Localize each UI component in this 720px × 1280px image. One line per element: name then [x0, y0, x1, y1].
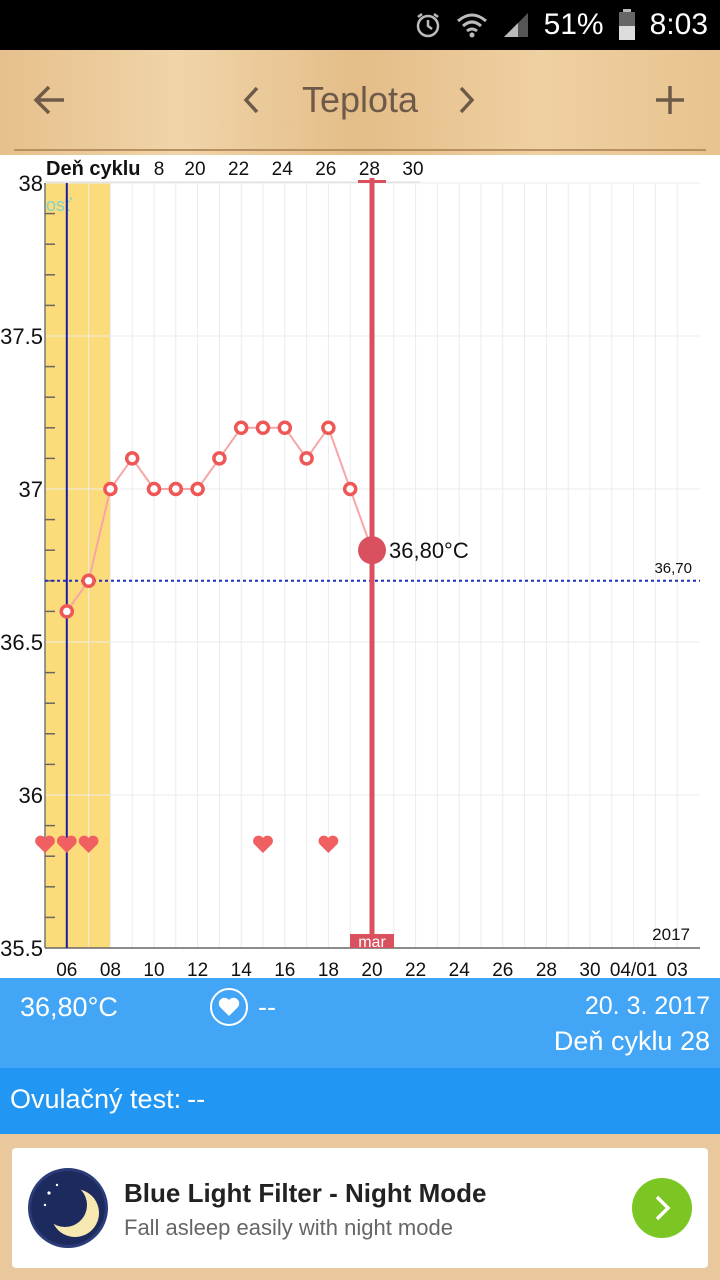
- heart-icon: [56, 835, 77, 853]
- cycle-day-tick: 8: [154, 159, 165, 180]
- toolbar-divider: [14, 149, 706, 151]
- battery-percent: 51%: [543, 8, 604, 41]
- battery-icon: [618, 9, 636, 41]
- cycle-day-tick: 22: [228, 159, 249, 180]
- x-tick-label: 03: [667, 960, 688, 978]
- cover-line-label: 36,70: [654, 560, 692, 577]
- x-tick-label: 24: [449, 960, 471, 978]
- selected-temperature: 36,80°C: [20, 992, 118, 1022]
- app-toolbar: Teplota: [0, 50, 720, 155]
- chevron-right-icon: [459, 86, 475, 114]
- fertile-window-band: [45, 183, 111, 948]
- plus-icon: [656, 86, 684, 114]
- temperature-point[interactable]: [146, 481, 162, 497]
- temperature-point[interactable]: [103, 481, 118, 497]
- x-tick-label: 26: [492, 960, 513, 978]
- ovulation-test-value: --: [187, 1084, 206, 1114]
- day-info-panel: 36,80°C -- 20. 3. 2017 Deň cyklu 28: [0, 978, 720, 1068]
- y-tick-label: 35.5: [0, 936, 43, 961]
- x-tick-label: 20: [361, 960, 382, 978]
- selected-date: 20. 3. 2017: [584, 992, 710, 1020]
- ad-subtitle: Fall asleep easily with night mode: [124, 1215, 453, 1240]
- x-tick-label: 22: [405, 960, 426, 978]
- cycle-day-tick: 24: [272, 159, 294, 180]
- heart-icon: [35, 835, 55, 853]
- y-tick-label: 37.5: [0, 324, 43, 349]
- temperature-chart[interactable]: 38 37.5 37 36.5 36 35.5 06 08 10 12 14 16 18 20 22 24 26…: [0, 155, 720, 978]
- heart-icon: [218, 997, 240, 1016]
- back-button[interactable]: [20, 50, 80, 150]
- x-tick-label: 08: [100, 960, 121, 978]
- cycle-day-tick: 20: [184, 159, 205, 180]
- cycle-day-axis-label: Deň cyklu: [46, 158, 140, 180]
- chevron-right-icon: [655, 1195, 671, 1221]
- top-axis-strip: [45, 155, 420, 182]
- temperature-point[interactable]: [233, 420, 249, 436]
- x-tick-label: 06: [56, 960, 77, 978]
- y-tick-label: 38: [19, 171, 43, 196]
- selected-top-marker: [358, 180, 386, 183]
- heart-icon: [318, 835, 339, 853]
- temperature-point[interactable]: [277, 420, 293, 436]
- ovulation-test-row[interactable]: Ovulačný test: --: [0, 1068, 720, 1134]
- chevron-left-icon: [243, 86, 259, 114]
- signal-icon: [502, 11, 530, 39]
- temperature-point[interactable]: [59, 604, 75, 619]
- temperature-point[interactable]: [255, 420, 271, 436]
- x-tick-label: 12: [187, 960, 208, 978]
- moon-icon: [28, 1168, 108, 1248]
- temperature-point[interactable]: [321, 420, 336, 436]
- temperature-point[interactable]: [190, 481, 205, 497]
- x-tick-label: 10: [143, 960, 164, 978]
- temperature-point[interactable]: [124, 451, 140, 466]
- cycle-day-tick: 28: [359, 159, 380, 180]
- month-tag: [350, 934, 394, 948]
- cycle-day-tick: 26: [315, 159, 336, 180]
- next-button[interactable]: [446, 50, 486, 150]
- cropped-label: osť: [46, 195, 72, 215]
- selected-temperature-label: 36,80°C: [389, 538, 469, 563]
- page-title: Teplota: [301, 79, 419, 120]
- x-tick-label: 16: [274, 960, 295, 978]
- ad-title: Blue Light Filter - Night Mode: [124, 1178, 487, 1208]
- clock-time: 8:03: [649, 8, 708, 41]
- temperature-point[interactable]: [212, 451, 227, 466]
- cycle-day: Deň cyklu 28: [553, 1026, 710, 1056]
- x-tick-label: 18: [318, 960, 339, 978]
- status-bar: 51% 8:03: [0, 0, 720, 50]
- month-tag-label: mar: [358, 934, 386, 951]
- heart-icon: [78, 835, 99, 853]
- chart-svg[interactable]: 38 37.5 37 36.5 36 35.5 06 08 10 12 14 16 18 20 22 24 26…: [0, 155, 720, 978]
- year-label: 2017: [652, 925, 690, 944]
- temperature-point[interactable]: [299, 451, 314, 466]
- previous-button[interactable]: [232, 50, 272, 150]
- temperature-point[interactable]: [81, 573, 96, 589]
- temperature-point[interactable]: [168, 481, 184, 497]
- x-tick-label: 30: [579, 960, 600, 978]
- x-tick-label: 28: [536, 960, 557, 978]
- x-tick-label: 04/01: [610, 960, 658, 978]
- intercourse-button[interactable]: [210, 988, 248, 1026]
- arrow-back-icon: [33, 85, 64, 115]
- x-tick-label: 14: [231, 960, 253, 978]
- intercourse-value: --: [258, 992, 276, 1022]
- ad-banner[interactable]: Blue Light Filter - Night Mode Fall asle…: [12, 1148, 708, 1268]
- heart-icon: [253, 835, 273, 853]
- selected-temperature-point[interactable]: [358, 536, 386, 565]
- y-tick-label: 36: [19, 783, 43, 808]
- ovulation-test-label: Ovulačný test:: [10, 1084, 182, 1114]
- temperature-point[interactable]: [342, 481, 358, 497]
- ad-open-button[interactable]: [632, 1178, 692, 1238]
- wifi-icon: [456, 11, 488, 39]
- add-button[interactable]: [640, 50, 700, 150]
- alarm-icon: [414, 11, 442, 39]
- y-tick-label: 36.5: [0, 630, 43, 655]
- y-tick-label: 37: [19, 477, 43, 502]
- cycle-day-tick: 30: [402, 159, 423, 180]
